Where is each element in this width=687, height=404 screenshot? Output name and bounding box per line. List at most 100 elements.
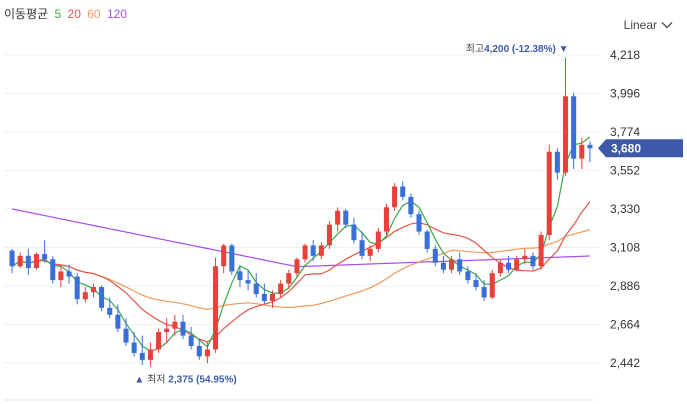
candle-body [237,271,243,281]
candle-body [286,273,292,284]
candle-body [269,293,276,301]
candle-body [156,332,162,350]
y-tick-label: 3,552 [610,164,640,178]
y-tick-label: 2,442 [610,356,640,370]
candle-body [196,346,202,357]
current-price-badge [598,139,683,158]
candle-body [131,342,137,353]
legend-ma5: 5 [54,7,62,21]
candle-body [229,245,235,272]
candle-body [221,245,227,267]
candle-body [424,231,430,249]
scale-toggle-button[interactable]: Linear [624,18,673,32]
legend-title: 이동평균 [4,7,49,21]
high-price-annotation: 최고4,200 (-12.38%) ▼ [466,43,569,55]
candle-body [375,231,381,249]
candle-body [587,144,593,149]
candle-body [367,248,373,256]
y-tick-label: 3,774 [610,125,640,139]
candle-body [440,262,446,270]
candle-body [261,293,267,301]
candle-body [172,321,178,329]
candle-body [204,349,210,357]
candle-body [33,254,40,268]
candle-body [90,287,96,293]
candle-body [562,96,569,173]
candle-body [522,255,528,260]
candle-body [213,266,219,350]
legend-ma20: 20 [67,7,81,21]
y-tick-label: 3,330 [610,202,640,216]
candle-body [489,273,495,298]
candle-body [278,283,284,294]
candle-body [9,250,15,267]
candle-body [253,283,259,294]
candle-body [302,245,308,260]
candle-body [343,210,349,225]
candle-body [335,210,341,225]
candle-body [180,321,186,336]
candle-body [497,262,503,274]
candle-body [123,328,129,343]
ma120-line [11,208,590,268]
ma60-line [11,228,591,311]
candle-body [579,144,585,159]
chevron-down-icon [661,22,673,29]
candle-body [392,186,398,208]
candle-body [99,287,105,308]
candle-body [310,245,316,256]
candle-body [17,255,23,267]
candle-body [107,307,113,315]
candle-body [139,352,145,360]
candle-body [432,248,438,263]
candle-body [351,224,357,241]
ma20-line [11,201,591,343]
candle-body [383,207,389,232]
moving-average-legend: 이동평균 5 20 60 120 [4,5,130,22]
candle-body [326,224,333,246]
candle-body [188,335,194,347]
ma5-line [11,136,591,352]
candle-body [50,259,56,281]
candle-body [74,276,80,300]
y-tick-label: 3,996 [610,87,640,101]
candle-body [82,292,88,300]
candle-body [449,259,455,270]
candle-body [538,235,544,267]
candle-body [359,240,365,256]
y-tick-label: 2,886 [610,279,640,293]
y-tick-label: 3,108 [610,241,640,255]
candle-body [530,255,536,267]
y-tick-label: 4,218 [610,48,640,62]
current-price-label: 3,680 [611,141,641,155]
candle-body [408,196,414,215]
candle-body [514,259,520,270]
candle-body [66,271,72,277]
y-tick-label: 2,664 [610,318,640,332]
candle-body [25,255,31,268]
legend-ma60: 60 [87,7,101,21]
legend-ma120: 120 [106,7,127,21]
candle-body [147,349,153,360]
candle-body [457,259,463,272]
candle-body [546,151,552,236]
candle-body [245,280,251,284]
candle-body [416,214,422,232]
candle-body [164,328,170,333]
candle-body [318,245,324,256]
candle-body [294,259,300,274]
candle-body [481,287,487,298]
candle-body [465,271,471,281]
candle-body [473,280,479,288]
candle-body [554,151,560,173]
candle-body [58,271,64,281]
low-price-annotation: ▲ 최저 2,375 (54.95%) [134,374,236,386]
candle-body [506,262,512,270]
scale-toggle-label: Linear [623,18,657,32]
candle-body [42,254,48,260]
candle-body [571,96,577,159]
candle-body [400,186,406,197]
candle-body [115,314,121,329]
